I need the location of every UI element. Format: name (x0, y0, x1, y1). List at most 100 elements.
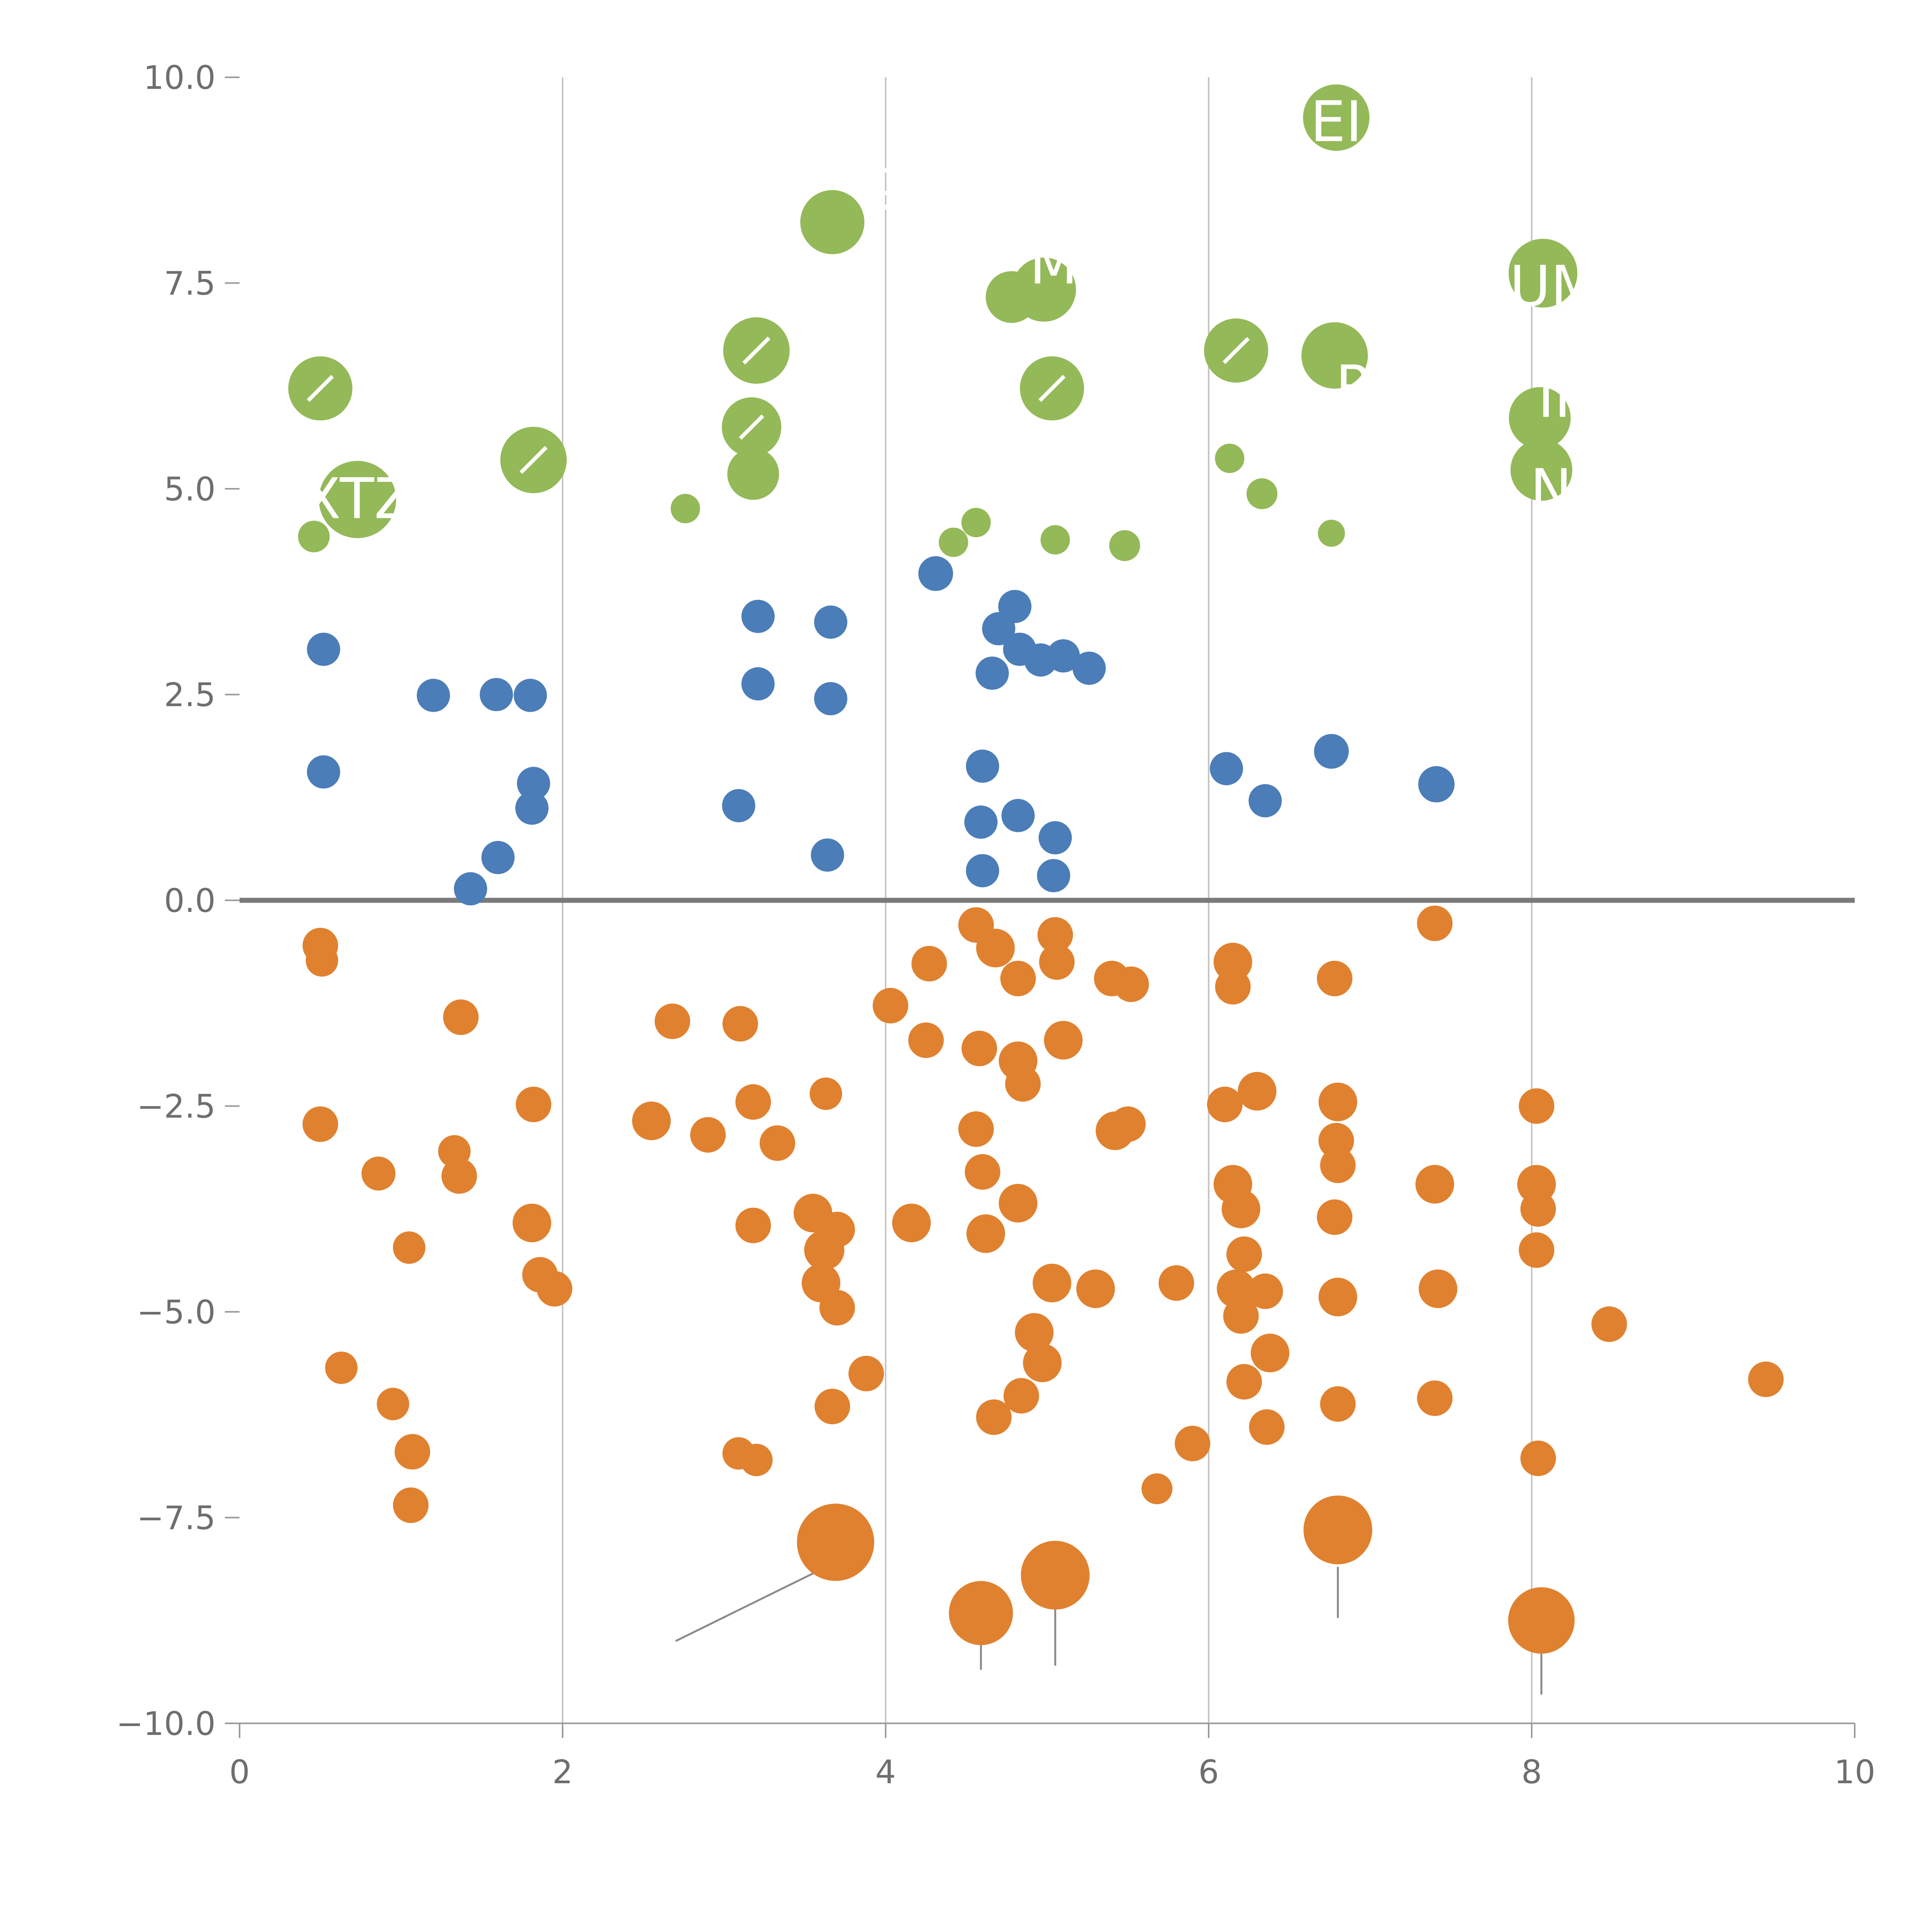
scatter-point-orange-decliners (441, 1158, 477, 1194)
scatter-point-green-high-gainers (670, 494, 700, 524)
y-tick-label: 5.0 (164, 470, 216, 508)
scatter-point-green-high-gainers (961, 508, 991, 537)
scatter-point-orange-decliners (325, 1351, 358, 1384)
bubble-highlight-mark (519, 446, 548, 474)
scatter-point-orange-decliners (1226, 1236, 1262, 1272)
scatter-point-orange-decliners (1748, 1361, 1784, 1397)
bubble-highlight-mark (1222, 337, 1250, 364)
scatter-point-blue-moderate-gainers (1046, 639, 1080, 673)
scatter-point-green-high-gainers (1303, 84, 1370, 151)
bubble-highlight-mark (1038, 375, 1066, 402)
scatter-point-orange-decliners (1032, 1264, 1071, 1303)
scatter-point-green-high-gainers (1510, 439, 1573, 501)
y-tick-label: 0.0 (164, 882, 216, 920)
scatter-point-orange-decliners (1076, 1269, 1115, 1308)
scatter-point-orange-decliners (655, 1003, 690, 1039)
scatter-point-orange-decliners (537, 1271, 573, 1307)
scatter-point-orange-decliners (515, 1087, 551, 1122)
scatter-point-orange-decliners (1020, 1541, 1090, 1610)
scatter-point-orange-decliners (892, 1203, 931, 1242)
scatter-point-orange-decliners (1417, 1380, 1453, 1416)
scatter-point-orange-decliners (306, 944, 338, 977)
scatter-point-orange-decliners (1223, 1298, 1259, 1334)
scatter-point-orange-decliners (819, 1290, 855, 1326)
scatter-point-orange-decliners (1141, 1473, 1173, 1504)
scatter-point-blue-moderate-gainers (1037, 859, 1070, 893)
scatter-point-orange-decliners (815, 1388, 850, 1424)
scatter-point-orange-decliners (735, 1084, 771, 1120)
scatter-point-orange-decliners (735, 1208, 771, 1243)
scatter-point-green-high-gainers (319, 461, 396, 538)
bubble-label: EI (1310, 89, 1362, 155)
y-tick-label: −5.0 (137, 1293, 216, 1331)
scatter-point-orange-decliners (1519, 1088, 1554, 1124)
scatter-point-orange-decliners (377, 1388, 410, 1420)
scatter-point-blue-moderate-gainers (1314, 734, 1349, 769)
scatter-point-blue-moderate-gainers (966, 854, 999, 888)
x-tick-label: 6 (1198, 1753, 1219, 1791)
scatter-point-orange-decliners (1317, 961, 1353, 997)
scatter-point-orange-decliners (1158, 1265, 1194, 1301)
annotation-leader-line (675, 1570, 818, 1642)
scatter-point-orange-decliners (1247, 1273, 1283, 1309)
scatter-point-orange-decliners (395, 1434, 430, 1470)
scatter-point-green-high-gainers (1246, 478, 1277, 509)
scatter-point-blue-moderate-gainers (1001, 799, 1035, 832)
scatter-point-orange-decliners (872, 988, 908, 1024)
scatter-point-orange-decliners (1415, 1165, 1454, 1204)
y-tick-label: −2.5 (137, 1088, 216, 1126)
scatter-point-orange-decliners (1175, 1425, 1211, 1461)
scatter-point-orange-decliners (964, 1154, 1000, 1190)
scatter-point-orange-decliners (1250, 1333, 1289, 1372)
scatter-point-orange-decliners (958, 1111, 994, 1147)
scatter-point-orange-decliners (1037, 917, 1073, 953)
scatter-point-orange-decliners (1005, 1066, 1041, 1102)
scatter-point-orange-decliners (1520, 1191, 1556, 1227)
x-tick-label: 0 (229, 1753, 250, 1791)
scatter-point-orange-decliners (797, 1503, 874, 1581)
bubble-label: P (1335, 354, 1369, 419)
bubble-highlight-mark (742, 336, 770, 365)
x-tick-label: 10 (1834, 1753, 1876, 1791)
scatter-point-orange-decliners (819, 1212, 855, 1247)
scatter-point-orange-decliners (722, 1006, 758, 1042)
scatter-point-orange-decliners (1520, 1440, 1556, 1476)
bubble-label: UM (1510, 254, 1599, 319)
scatter-point-orange-decliners (1418, 1269, 1458, 1308)
scatter-point-blue-moderate-gainers (998, 590, 1032, 623)
scatter-point-blue-moderate-gainers (480, 678, 513, 711)
y-tick-label: −10.0 (116, 1705, 216, 1743)
y-tick-label: 7.5 (164, 265, 216, 303)
x-tick-label: 8 (1521, 1753, 1542, 1791)
scatter-point-orange-decliners (1238, 1072, 1277, 1111)
scatter-point-orange-decliners (1003, 1378, 1039, 1414)
scatter-point-blue-moderate-gainers (1038, 821, 1072, 855)
scatter-point-green-high-gainers (298, 520, 330, 553)
scatter-point-blue-moderate-gainers (1248, 784, 1282, 818)
scatter-point-blue-moderate-gainers (918, 556, 953, 591)
scatter-point-orange-decliners (393, 1231, 425, 1264)
scatter-point-orange-decliners (911, 946, 947, 982)
scatter-point-orange-decliners (1215, 969, 1251, 1005)
x-tick-label: 4 (875, 1753, 896, 1791)
scatter-point-orange-decliners (961, 1031, 997, 1066)
scatter-point-green-high-gainers (1109, 530, 1140, 561)
scatter-point-green-high-gainers (1012, 257, 1076, 322)
scatter-point-orange-decliners (1320, 1386, 1356, 1422)
scatter-point-blue-moderate-gainers (454, 872, 487, 906)
x-tick-label: 2 (552, 1753, 573, 1791)
scatter-point-orange-decliners (361, 1156, 396, 1191)
scatter-point-green-high-gainers (1509, 387, 1571, 449)
bubble-highlight-mark (739, 414, 764, 440)
scatter-point-orange-decliners (1226, 1364, 1262, 1400)
scatter-point-orange-decliners (1044, 1021, 1083, 1060)
scatter-point-blue-moderate-gainers (966, 749, 999, 783)
scatter-point-orange-decliners (632, 1101, 671, 1140)
scatter-point-orange-decliners (393, 1487, 429, 1523)
scatter-point-orange-decliners (976, 929, 1015, 968)
scatter-point-green-high-gainers (1509, 238, 1578, 308)
scatter-point-orange-decliners (848, 1355, 884, 1391)
scatter-point-orange-decliners (998, 1184, 1037, 1223)
scatter-point-blue-moderate-gainers (741, 600, 775, 633)
scatter-point-blue-moderate-gainers (307, 633, 340, 666)
